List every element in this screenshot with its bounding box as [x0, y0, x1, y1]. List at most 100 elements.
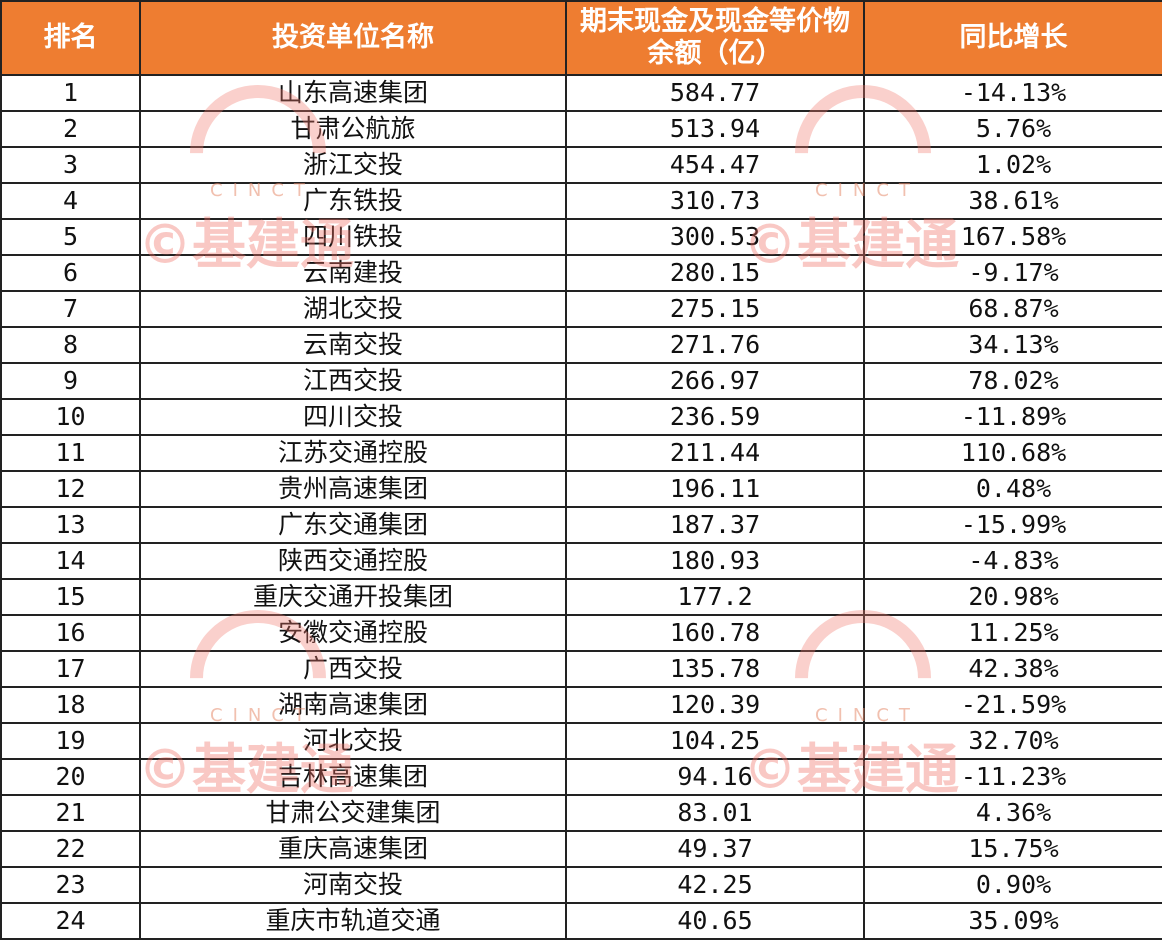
rank-cell: 11: [0, 434, 141, 472]
cash-cell: 275.15: [565, 290, 865, 328]
growth-cell: 11.25%: [863, 614, 1162, 652]
cash-cell: 49.37: [565, 830, 865, 868]
cash-cell: 271.76: [565, 326, 865, 364]
table-row: 10 四川交投 236.59 -11.89%: [0, 398, 1162, 436]
growth-cell: 0.48%: [863, 470, 1162, 508]
rank-cell: 7: [0, 290, 141, 328]
cash-cell: 310.73: [565, 182, 865, 220]
table-row: 17 广西交投 135.78 42.38%: [0, 650, 1162, 688]
header-rank: 排名: [0, 0, 141, 76]
table-row: 16 安徽交通控股 160.78 11.25%: [0, 614, 1162, 652]
cash-cell: 42.25: [565, 866, 865, 904]
cash-cell: 187.37: [565, 506, 865, 544]
name-cell: 云南交投: [139, 326, 567, 364]
growth-cell: 35.09%: [863, 902, 1162, 940]
table-row: 18 湖南高速集团 120.39 -21.59%: [0, 686, 1162, 724]
growth-cell: 34.13%: [863, 326, 1162, 364]
cash-cell: 135.78: [565, 650, 865, 688]
cash-cell: 83.01: [565, 794, 865, 832]
growth-cell: 20.98%: [863, 578, 1162, 616]
growth-cell: 167.58%: [863, 218, 1162, 256]
rank-cell: 12: [0, 470, 141, 508]
cash-cell: 104.25: [565, 722, 865, 760]
growth-cell: -21.59%: [863, 686, 1162, 724]
cash-cell: 584.77: [565, 74, 865, 112]
table-row: 21 甘肃公交建集团 83.01 4.36%: [0, 794, 1162, 832]
growth-cell: 38.61%: [863, 182, 1162, 220]
header-row: 排名 投资单位名称 期末现金及现金等价物余额（亿） 同比增长: [0, 0, 1162, 76]
name-cell: 广东铁投: [139, 182, 567, 220]
table-row: 23 河南交投 42.25 0.90%: [0, 866, 1162, 904]
name-cell: 重庆交通开投集团: [139, 578, 567, 616]
table-row: 12 贵州高速集团 196.11 0.48%: [0, 470, 1162, 508]
name-cell: 重庆市轨道交通: [139, 902, 567, 940]
table-row: 13 广东交通集团 187.37 -15.99%: [0, 506, 1162, 544]
name-cell: 湖南高速集团: [139, 686, 567, 724]
growth-cell: 32.70%: [863, 722, 1162, 760]
growth-cell: 0.90%: [863, 866, 1162, 904]
table-row: 8 云南交投 271.76 34.13%: [0, 326, 1162, 364]
rank-cell: 23: [0, 866, 141, 904]
cash-cell: 196.11: [565, 470, 865, 508]
cash-cell: 40.65: [565, 902, 865, 940]
rank-cell: 22: [0, 830, 141, 868]
growth-cell: -11.23%: [863, 758, 1162, 796]
rank-cell: 3: [0, 146, 141, 184]
cash-cell: 120.39: [565, 686, 865, 724]
growth-cell: 110.68%: [863, 434, 1162, 472]
table-row: 22 重庆高速集团 49.37 15.75%: [0, 830, 1162, 868]
growth-cell: 1.02%: [863, 146, 1162, 184]
rank-cell: 14: [0, 542, 141, 580]
growth-cell: 42.38%: [863, 650, 1162, 688]
name-cell: 贵州高速集团: [139, 470, 567, 508]
cash-cell: 177.2: [565, 578, 865, 616]
table-row: 3 浙江交投 454.47 1.02%: [0, 146, 1162, 184]
rank-cell: 10: [0, 398, 141, 436]
rank-cell: 9: [0, 362, 141, 400]
name-cell: 河南交投: [139, 866, 567, 904]
name-cell: 湖北交投: [139, 290, 567, 328]
rank-cell: 17: [0, 650, 141, 688]
growth-cell: -15.99%: [863, 506, 1162, 544]
name-cell: 四川交投: [139, 398, 567, 436]
header-cash: 期末现金及现金等价物余额（亿）: [565, 0, 865, 76]
growth-cell: 5.76%: [863, 110, 1162, 148]
rank-cell: 2: [0, 110, 141, 148]
table-row: 14 陕西交通控股 180.93 -4.83%: [0, 542, 1162, 580]
cash-cell: 94.16: [565, 758, 865, 796]
rank-cell: 5: [0, 218, 141, 256]
table-row: 6 云南建投 280.15 -9.17%: [0, 254, 1162, 292]
name-cell: 吉林高速集团: [139, 758, 567, 796]
growth-cell: -9.17%: [863, 254, 1162, 292]
rank-cell: 21: [0, 794, 141, 832]
table-row: 24 重庆市轨道交通 40.65 35.09%: [0, 902, 1162, 940]
cash-cell: 160.78: [565, 614, 865, 652]
table-row: 4 广东铁投 310.73 38.61%: [0, 182, 1162, 220]
growth-cell: -11.89%: [863, 398, 1162, 436]
table-row: 15 重庆交通开投集团 177.2 20.98%: [0, 578, 1162, 616]
name-cell: 广西交投: [139, 650, 567, 688]
header-name: 投资单位名称: [139, 0, 567, 76]
cash-cell: 300.53: [565, 218, 865, 256]
name-cell: 广东交通集团: [139, 506, 567, 544]
name-cell: 河北交投: [139, 722, 567, 760]
cash-cell: 180.93: [565, 542, 865, 580]
name-cell: 四川铁投: [139, 218, 567, 256]
growth-cell: 68.87%: [863, 290, 1162, 328]
cash-cell: 266.97: [565, 362, 865, 400]
growth-cell: -4.83%: [863, 542, 1162, 580]
name-cell: 江西交投: [139, 362, 567, 400]
cash-cell: 211.44: [565, 434, 865, 472]
name-cell: 甘肃公航旅: [139, 110, 567, 148]
name-cell: 云南建投: [139, 254, 567, 292]
cash-cell: 280.15: [565, 254, 865, 292]
growth-cell: 15.75%: [863, 830, 1162, 868]
growth-cell: 4.36%: [863, 794, 1162, 832]
rank-cell: 19: [0, 722, 141, 760]
table-row: 5 四川铁投 300.53 167.58%: [0, 218, 1162, 256]
table-row: 2 甘肃公航旅 513.94 5.76%: [0, 110, 1162, 148]
table-row: 19 河北交投 104.25 32.70%: [0, 722, 1162, 760]
rank-cell: 15: [0, 578, 141, 616]
header-growth: 同比增长: [863, 0, 1162, 76]
